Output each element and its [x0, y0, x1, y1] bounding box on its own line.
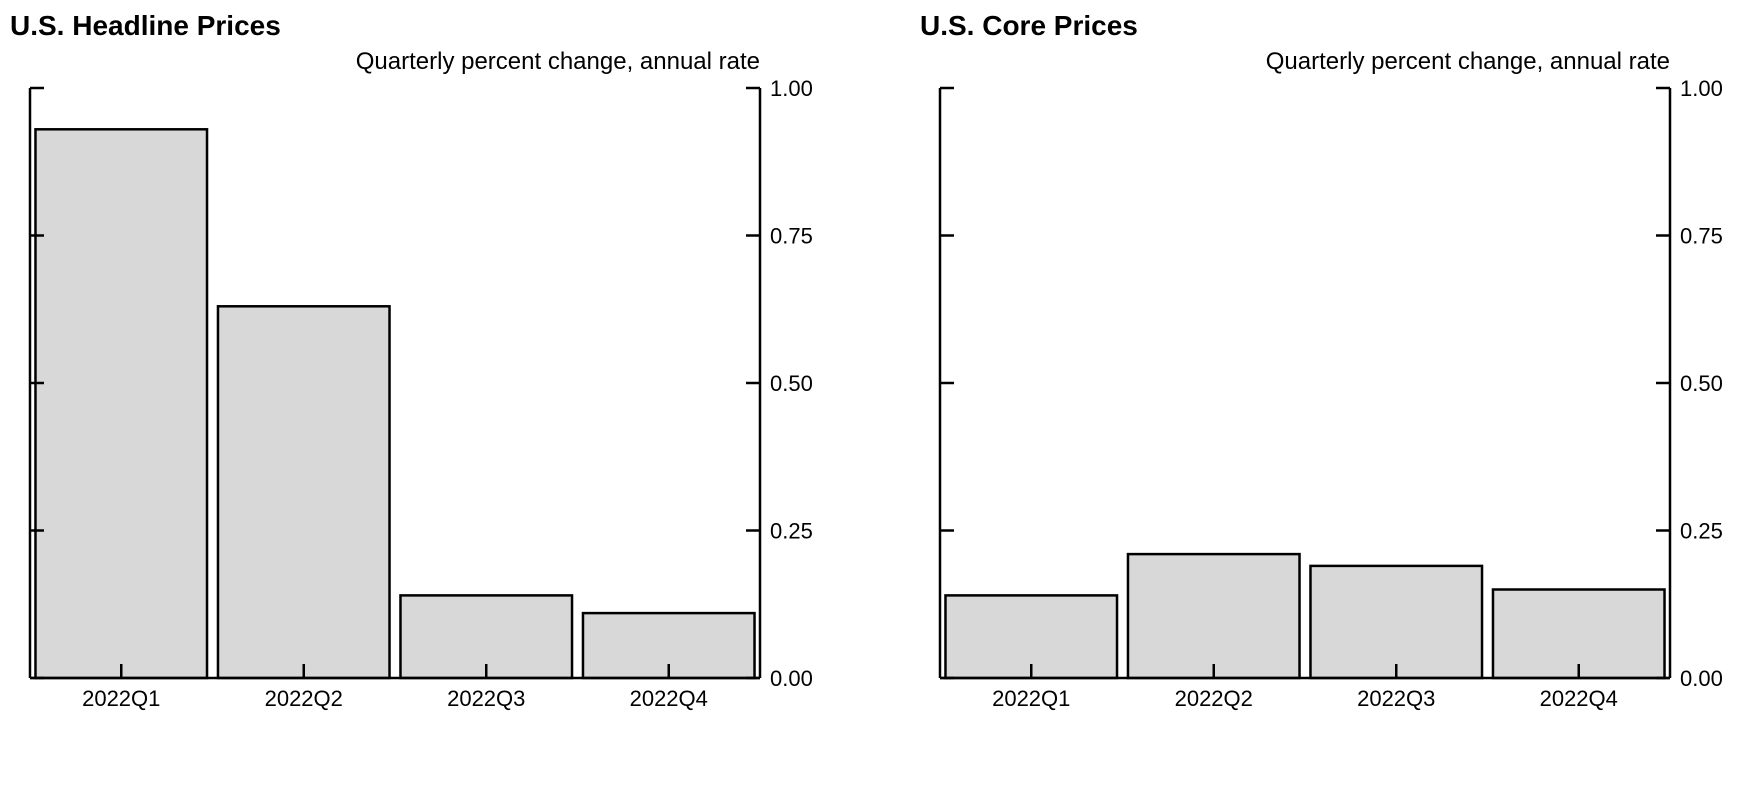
bars	[945, 554, 1664, 678]
bar	[35, 129, 207, 678]
y-tick-label: 0.00	[1680, 666, 1723, 691]
y-tick-label: 0.75	[1680, 224, 1723, 249]
x-tick-label: 2022Q3	[447, 686, 525, 711]
x-tick-label: 2022Q1	[992, 686, 1070, 711]
y-tick-label: 0.00	[770, 666, 813, 691]
y-tick-label: 0.75	[770, 224, 813, 249]
charts-row: U.S. Headline Prices Quarterly percent c…	[10, 10, 1743, 738]
bars	[35, 129, 754, 678]
chart-plot: 0.00 0.25 0.50 0.75 1.00 2022Q1 2022Q2 2022Q3 20…	[920, 78, 1740, 738]
chart-title: U.S. Headline Prices	[10, 10, 830, 42]
x-tick-label: 2022Q4	[1540, 686, 1618, 711]
bar	[1310, 566, 1482, 678]
x-tick-label: 2022Q4	[630, 686, 708, 711]
x-tick-label: 2022Q2	[265, 686, 343, 711]
y-tick-label: 0.50	[1680, 371, 1723, 396]
y-tick-label: 0.25	[770, 519, 813, 544]
y-tick-label: 0.25	[1680, 519, 1723, 544]
x-tick-label: 2022Q2	[1175, 686, 1253, 711]
y-tick-label: 1.00	[1680, 78, 1723, 101]
bar	[218, 306, 390, 678]
chart-svg: 0.00 0.25 0.50 0.75 1.00 2022Q1 2022Q2 2022Q3 20…	[10, 78, 830, 738]
x-tick-label: 2022Q3	[1357, 686, 1435, 711]
y-tick-label: 0.50	[770, 371, 813, 396]
chart-svg: 0.00 0.25 0.50 0.75 1.00 2022Q1 2022Q2 2022Q3 20…	[920, 78, 1740, 738]
chart-subtitle: Quarterly percent change, annual rate	[10, 48, 760, 76]
y-tick-label: 1.00	[770, 78, 813, 101]
x-tick-label: 2022Q1	[82, 686, 160, 711]
chart-subtitle: Quarterly percent change, annual rate	[920, 48, 1670, 76]
bar	[1128, 554, 1300, 678]
chart-title: U.S. Core Prices	[920, 10, 1740, 42]
chart-core: U.S. Core Prices Quarterly percent chang…	[920, 10, 1740, 738]
chart-plot: 0.00 0.25 0.50 0.75 1.00 2022Q1 2022Q2 2022Q3 20…	[10, 78, 830, 738]
chart-headline: U.S. Headline Prices Quarterly percent c…	[10, 10, 830, 738]
